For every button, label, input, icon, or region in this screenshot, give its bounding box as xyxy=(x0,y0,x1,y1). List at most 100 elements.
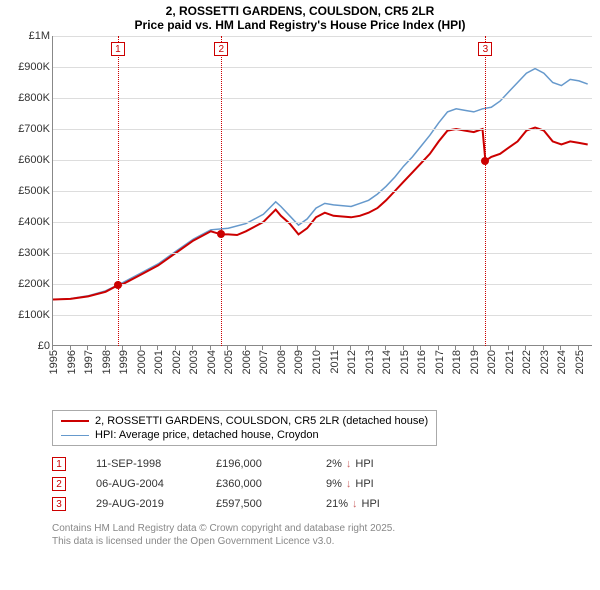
x-tick-label: 2009 xyxy=(293,350,305,374)
x-tick xyxy=(122,346,123,350)
series-hpi xyxy=(53,69,588,300)
x-tick-label: 2023 xyxy=(539,350,551,374)
title-address: 2, ROSSETTI GARDENS, COULSDON, CR5 2LR xyxy=(8,4,592,18)
sale-marker-box: 2 xyxy=(214,42,228,56)
sale-row: 111-SEP-1998£196,0002%↓HPI xyxy=(52,454,592,474)
y-axis: £0£100K£200K£300K£400K£500K£600K£700K£80… xyxy=(8,36,52,346)
gridline xyxy=(53,191,592,192)
x-tick-label: 2012 xyxy=(346,350,358,374)
x-tick-label: 1997 xyxy=(83,350,95,374)
sale-marker-dot xyxy=(481,157,489,165)
x-tick xyxy=(315,346,316,350)
x-tick-label: 2017 xyxy=(434,350,446,374)
x-tick-label: 1999 xyxy=(118,350,130,374)
gridline xyxy=(53,222,592,223)
legend-swatch xyxy=(61,435,89,436)
x-tick-label: 2018 xyxy=(451,350,463,374)
x-tick xyxy=(52,346,53,350)
x-tick-label: 2024 xyxy=(556,350,568,374)
footer-line1: Contains HM Land Registry data © Crown c… xyxy=(52,522,592,535)
sale-date: 11-SEP-1998 xyxy=(96,458,216,470)
x-tick xyxy=(157,346,158,350)
x-tick xyxy=(525,346,526,350)
chart-container: 2, ROSSETTI GARDENS, COULSDON, CR5 2LR P… xyxy=(0,0,600,556)
x-tick xyxy=(368,346,369,350)
sale-date: 29-AUG-2019 xyxy=(96,498,216,510)
x-tick xyxy=(490,346,491,350)
sale-marker-line xyxy=(118,36,119,346)
chart-area: £0£100K£200K£300K£400K£500K£600K£700K£80… xyxy=(8,36,592,406)
x-tick-label: 2013 xyxy=(364,350,376,374)
sale-marker-box: 3 xyxy=(478,42,492,56)
sale-row: 3 29-AUG-2019£597,50021%↓HPI xyxy=(52,494,592,514)
x-axis: 1995199619971998199920002001200220032004… xyxy=(52,350,592,406)
y-tick-label: £800K xyxy=(18,92,50,104)
x-tick xyxy=(333,346,334,350)
sale-row: 206-AUG-2004£360,0009%↓HPI xyxy=(52,474,592,494)
sales-table: 111-SEP-1998£196,0002%↓HPI206-AUG-2004£3… xyxy=(52,454,592,514)
x-tick-label: 2007 xyxy=(258,350,270,374)
x-tick xyxy=(210,346,211,350)
x-tick-label: 2002 xyxy=(171,350,183,374)
y-tick-label: £1M xyxy=(29,30,50,42)
sale-marker-dot xyxy=(217,230,225,238)
title-block: 2, ROSSETTI GARDENS, COULSDON, CR5 2LR P… xyxy=(8,4,592,32)
x-tick xyxy=(560,346,561,350)
x-tick xyxy=(455,346,456,350)
footer: Contains HM Land Registry data © Crown c… xyxy=(52,522,592,548)
x-tick-label: 1995 xyxy=(48,350,60,374)
y-tick-label: £500K xyxy=(18,185,50,197)
x-tick-label: 2000 xyxy=(136,350,148,374)
x-tick-label: 2006 xyxy=(241,350,253,374)
legend-label: 2, ROSSETTI GARDENS, COULSDON, CR5 2LR (… xyxy=(95,415,428,427)
y-tick-label: £100K xyxy=(18,309,50,321)
y-tick-label: £700K xyxy=(18,123,50,135)
x-tick-label: 1998 xyxy=(101,350,113,374)
sale-index-box: 3 xyxy=(52,497,66,511)
x-tick-label: 2004 xyxy=(206,350,218,374)
gridline xyxy=(53,253,592,254)
sale-marker-line xyxy=(485,36,486,346)
sale-delta: 21%↓HPI xyxy=(326,498,380,510)
sale-index-box: 2 xyxy=(52,477,66,491)
x-tick xyxy=(227,346,228,350)
x-tick-label: 2016 xyxy=(416,350,428,374)
sale-delta-suffix: HPI xyxy=(362,498,380,510)
x-tick-label: 2021 xyxy=(504,350,516,374)
sale-marker-box: 1 xyxy=(111,42,125,56)
x-tick xyxy=(508,346,509,350)
x-tick-label: 2003 xyxy=(188,350,200,374)
legend-row: HPI: Average price, detached house, Croy… xyxy=(61,428,428,442)
x-tick xyxy=(280,346,281,350)
footer-line2: This data is licensed under the Open Gov… xyxy=(52,535,592,548)
x-tick-label: 2019 xyxy=(469,350,481,374)
sale-delta-suffix: HPI xyxy=(355,458,373,470)
legend-row: 2, ROSSETTI GARDENS, COULSDON, CR5 2LR (… xyxy=(61,414,428,428)
x-tick xyxy=(140,346,141,350)
x-tick xyxy=(420,346,421,350)
sale-price: £360,000 xyxy=(216,478,326,490)
gridline xyxy=(53,129,592,130)
x-tick-label: 2001 xyxy=(153,350,165,374)
x-tick-label: 2015 xyxy=(399,350,411,374)
y-tick-label: £600K xyxy=(18,154,50,166)
sale-delta: 9%↓HPI xyxy=(326,478,374,490)
sale-price: £196,000 xyxy=(216,458,326,470)
x-tick-label: 2008 xyxy=(276,350,288,374)
y-tick-label: £900K xyxy=(18,61,50,73)
legend-swatch xyxy=(61,420,89,422)
x-tick-label: 2025 xyxy=(574,350,586,374)
legend-label: HPI: Average price, detached house, Croy… xyxy=(95,429,319,441)
gridline xyxy=(53,284,592,285)
series-price_paid xyxy=(53,128,588,300)
sale-index-box: 1 xyxy=(52,457,66,471)
gridline xyxy=(53,315,592,316)
gridline xyxy=(53,160,592,161)
x-tick xyxy=(350,346,351,350)
sale-delta-suffix: HPI xyxy=(355,478,373,490)
x-tick-label: 2011 xyxy=(329,350,341,374)
y-tick-label: £400K xyxy=(18,216,50,228)
sale-price: £597,500 xyxy=(216,498,326,510)
x-tick-label: 2010 xyxy=(311,350,323,374)
x-tick-label: 2014 xyxy=(381,350,393,374)
